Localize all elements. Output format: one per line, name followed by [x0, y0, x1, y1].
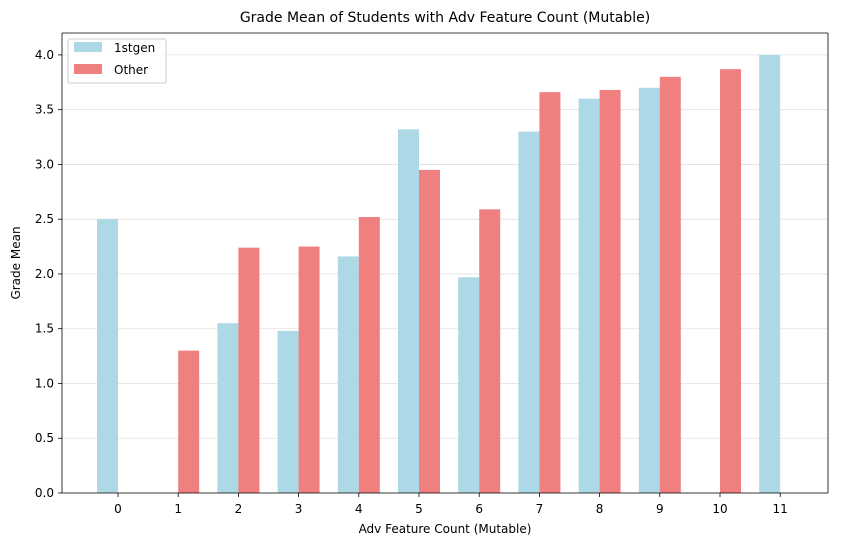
bar-1stgen-3: [277, 330, 299, 493]
x-tick-label: 5: [415, 502, 423, 516]
chart-title: Grade Mean of Students with Adv Feature …: [240, 10, 650, 26]
x-tick-label: 0: [114, 502, 122, 516]
bar-1stgen-4: [337, 256, 359, 493]
x-tick-label: 8: [596, 502, 604, 516]
y-tick-label: 4.0: [35, 48, 54, 62]
legend-label-other: Other: [114, 63, 148, 77]
bar-other-5: [419, 169, 440, 493]
bar-1stgen-6: [458, 277, 480, 493]
y-tick-label: 0.5: [35, 431, 54, 445]
x-tick-label: 3: [295, 502, 303, 516]
legend-swatch-other: [74, 64, 102, 74]
bar-1stgen-7: [518, 131, 540, 494]
bar-1stgen-5: [398, 129, 419, 493]
bar-other-8: [599, 89, 621, 493]
legend-swatch-1stgen: [74, 42, 102, 52]
x-tick-label: 7: [536, 502, 544, 516]
x-tick-label: 9: [656, 502, 664, 516]
bar-other-2: [238, 247, 260, 493]
bar-1stgen-9: [638, 87, 660, 493]
axes: [61, 32, 829, 494]
bar-other-10: [720, 69, 741, 494]
bar-other-1: [178, 350, 200, 493]
y-tick-label: 2.0: [35, 267, 54, 281]
x-tick-label: 11: [773, 502, 788, 516]
legend-label-1stgen: 1stgen: [114, 41, 155, 55]
x-tick-label: 1: [174, 502, 182, 516]
bar-1stgen-11: [759, 54, 781, 494]
y-tick-label: 1.5: [35, 322, 54, 336]
bar-other-7: [539, 92, 561, 494]
x-tick-label: 6: [475, 502, 483, 516]
y-tick-label: 3.5: [35, 103, 54, 117]
bars: [97, 54, 781, 494]
y-tick-label: 2.5: [35, 212, 54, 226]
plot-area: [62, 33, 828, 493]
x-tick-label: 10: [712, 502, 727, 516]
y-tick-label: 3.0: [35, 157, 54, 171]
y-axis-label: Grade Mean: [9, 226, 23, 299]
y-tick-label: 1.0: [35, 376, 54, 390]
x-axis-label: Adv Feature Count (Mutable): [359, 522, 532, 536]
bar-other-3: [298, 246, 320, 493]
bar-1stgen-2: [217, 323, 239, 493]
bar-1stgen-8: [578, 98, 600, 493]
ticks: 0.0 0.5 1.0 1.5 2.0 2.5 3.0 3.5 4.0 0 1 2 3 4 5 6 7 8 9 10 1…: [35, 48, 788, 516]
bar-1stgen-0: [97, 219, 118, 493]
legend: 1stgen Other: [67, 38, 167, 84]
bar-other-6: [479, 209, 501, 494]
x-tick-label: 2: [235, 502, 243, 516]
y-tick-label: 0.0: [35, 486, 54, 500]
bar-other-9: [659, 76, 681, 494]
bar-other-4: [358, 217, 380, 493]
x-tick-label: 4: [355, 502, 363, 516]
